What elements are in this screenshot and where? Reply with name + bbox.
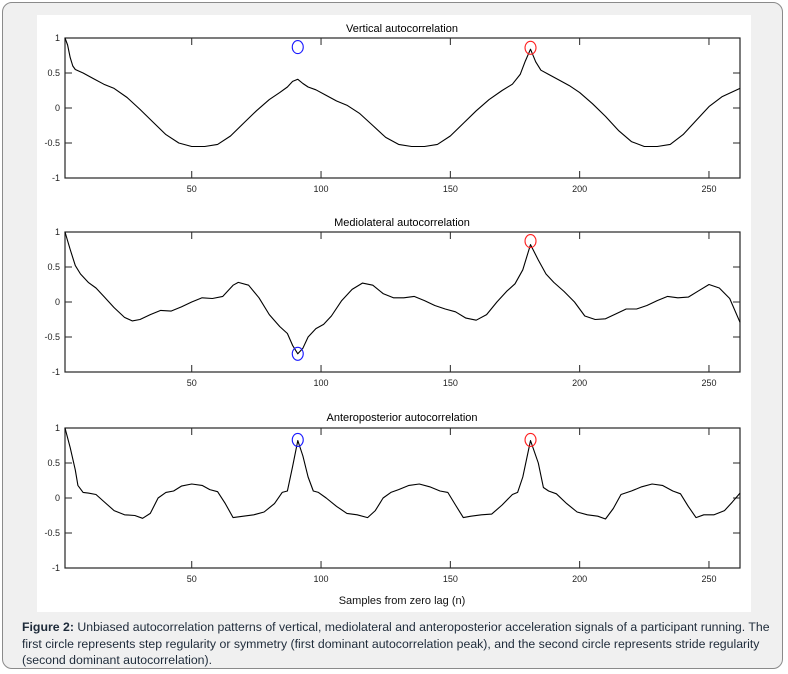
y-tick-label: 0.5 <box>47 458 60 468</box>
x-tick-label: 200 <box>572 378 587 388</box>
y-tick-label: -0.5 <box>44 138 60 148</box>
y-tick-label: 0 <box>55 297 60 307</box>
y-tick-label: 0 <box>55 103 60 113</box>
step-regularity-circle <box>291 432 304 447</box>
plot-title: Anteroposterior autocorrelation <box>326 412 477 424</box>
y-tick-label: -1 <box>52 367 60 377</box>
x-tick-label: 200 <box>572 574 587 584</box>
plot-title: Mediolateral autocorrelation <box>334 217 470 229</box>
stride-regularity-circle <box>524 234 537 249</box>
y-tick-label: -1 <box>52 173 60 183</box>
caption-label: Figure 2: <box>22 620 74 634</box>
autocorrelation-line <box>64 37 741 148</box>
axes-box <box>64 427 741 569</box>
y-tick-label: 1 <box>55 33 60 43</box>
autocorrelation-line <box>64 427 741 520</box>
y-tick-label: 0.5 <box>47 68 60 78</box>
x-tick-label: 100 <box>314 574 329 584</box>
step-regularity-circle <box>291 40 304 55</box>
y-tick-label: 1 <box>55 227 60 237</box>
x-tick-label: 250 <box>701 574 716 584</box>
plot-title: Vertical autocorrelation <box>346 23 458 35</box>
step-regularity-circle <box>291 346 304 361</box>
caption-text: Unbiased autocorrelation patterns of ver… <box>22 620 770 667</box>
mediolateral-autocorrelation-plot: Mediolateral autocorrelation 50 100 150 200… <box>44 217 741 388</box>
x-axis-label: Samples from zero lag (n) <box>339 595 466 607</box>
x-tick-label: 150 <box>443 184 458 194</box>
x-tick-label: 200 <box>572 184 587 194</box>
x-tick-label: 100 <box>314 184 329 194</box>
x-tick-label: 100 <box>314 378 329 388</box>
axes-box <box>64 37 741 179</box>
x-tick-label: 150 <box>443 378 458 388</box>
figure-caption: Figure 2: Unbiased autocorrelation patte… <box>22 619 770 669</box>
y-tick-label: 1 <box>55 423 60 433</box>
y-tick-label: 0.5 <box>47 262 60 272</box>
vertical-autocorrelation-plot: Vertical autocorrelation 50 100 150 200 250 1… <box>44 23 741 194</box>
x-tick-label: 50 <box>187 184 197 194</box>
x-tick-label: 250 <box>701 378 716 388</box>
stride-regularity-circle <box>524 432 537 447</box>
x-tick-label: 50 <box>187 378 197 388</box>
x-tick-label: 50 <box>187 574 197 584</box>
y-tick-label: -0.5 <box>44 528 60 538</box>
stride-regularity-circle <box>524 40 537 55</box>
x-tick-label: 150 <box>443 574 458 584</box>
y-tick-label: -0.5 <box>44 332 60 342</box>
y-tick-label: 0 <box>55 493 60 503</box>
x-tick-label: 250 <box>701 184 716 194</box>
autocorrelation-line <box>64 231 741 355</box>
figure-panel <box>37 15 751 612</box>
anteroposterior-autocorrelation-plot: Anteroposterior autocorrelation 50 100 150… <box>44 412 741 584</box>
y-tick-label: -1 <box>52 563 60 573</box>
axes-box <box>64 231 741 373</box>
